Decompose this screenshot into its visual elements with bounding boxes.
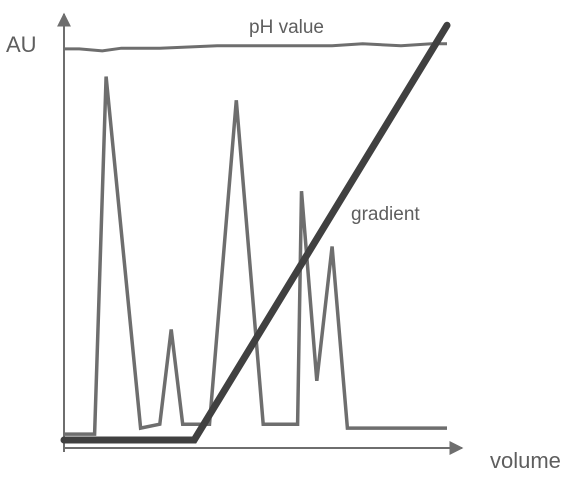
- x-axis-label: volume: [490, 448, 561, 473]
- gradient-label: gradient: [351, 204, 420, 225]
- ph-value-label: pH value: [249, 17, 324, 38]
- absorbance-trace: [64, 76, 447, 436]
- ph-value-trace: [64, 42, 447, 53]
- series-layer: [60, 21, 451, 444]
- y-axis-label: AU: [6, 32, 37, 57]
- gradient-line: [60, 21, 451, 444]
